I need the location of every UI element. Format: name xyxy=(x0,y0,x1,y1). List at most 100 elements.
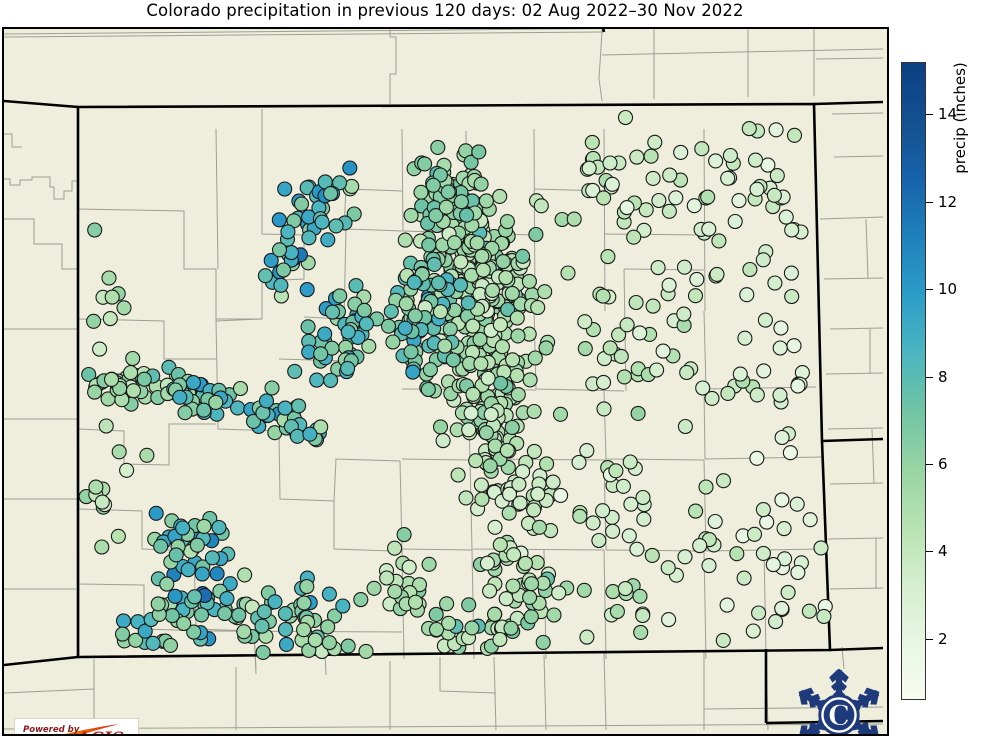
station-marker[interactable] xyxy=(103,371,120,387)
station-marker[interactable] xyxy=(407,594,424,610)
station-marker[interactable] xyxy=(503,620,519,636)
station-marker[interactable] xyxy=(813,540,829,556)
station-marker[interactable] xyxy=(531,519,547,535)
colorbar[interactable] xyxy=(901,62,926,700)
station-marker[interactable] xyxy=(581,160,597,176)
station-marker[interactable] xyxy=(401,559,417,575)
station-marker[interactable] xyxy=(168,547,184,563)
station-marker[interactable] xyxy=(430,139,446,155)
station-marker[interactable] xyxy=(472,331,488,347)
station-marker[interactable] xyxy=(755,502,771,518)
station-marker[interactable] xyxy=(209,566,225,582)
station-marker[interactable] xyxy=(461,597,477,613)
station-marker[interactable] xyxy=(313,346,329,362)
station-marker[interactable] xyxy=(608,463,624,479)
station-marker[interactable] xyxy=(237,567,253,583)
station-marker[interactable] xyxy=(460,295,476,311)
station-marker[interactable] xyxy=(230,400,246,416)
station-marker[interactable] xyxy=(267,594,283,610)
station-marker[interactable] xyxy=(643,148,659,164)
station-marker[interactable] xyxy=(441,615,457,631)
station-marker[interactable] xyxy=(387,583,403,600)
station-marker[interactable] xyxy=(406,274,422,290)
station-marker[interactable] xyxy=(538,340,554,356)
station-marker[interactable] xyxy=(186,589,203,605)
station-marker[interactable] xyxy=(617,581,633,597)
station-marker[interactable] xyxy=(784,222,800,238)
station-marker[interactable] xyxy=(232,380,249,397)
station-marker[interactable] xyxy=(661,612,677,628)
station-marker[interactable] xyxy=(715,632,731,648)
station-marker[interactable] xyxy=(328,218,344,234)
station-marker[interactable] xyxy=(731,193,747,209)
station-marker[interactable] xyxy=(87,384,103,400)
station-marker[interactable] xyxy=(602,155,618,171)
station-marker[interactable] xyxy=(159,576,175,592)
station-marker[interactable] xyxy=(296,622,312,638)
station-marker[interactable] xyxy=(398,296,414,312)
station-marker[interactable] xyxy=(782,445,798,461)
station-marker[interactable] xyxy=(317,326,333,342)
station-marker[interactable] xyxy=(521,273,537,289)
station-marker[interactable] xyxy=(397,320,413,336)
station-marker[interactable] xyxy=(677,418,693,435)
station-marker[interactable] xyxy=(756,363,772,379)
station-marker[interactable] xyxy=(528,226,544,243)
station-marker[interactable] xyxy=(277,621,294,638)
station-marker[interactable] xyxy=(346,206,362,222)
station-marker[interactable] xyxy=(644,547,660,563)
station-marker[interactable] xyxy=(749,181,765,197)
station-marker[interactable] xyxy=(545,474,561,490)
station-marker[interactable] xyxy=(689,271,705,287)
station-marker[interactable] xyxy=(172,389,188,405)
station-marker[interactable] xyxy=(403,207,419,223)
station-marker[interactable] xyxy=(167,588,183,604)
station-marker[interactable] xyxy=(469,235,485,251)
station-marker[interactable] xyxy=(150,596,166,612)
station-marker[interactable] xyxy=(482,583,498,599)
station-marker[interactable] xyxy=(572,508,588,524)
station-marker[interactable] xyxy=(110,528,126,544)
station-marker[interactable] xyxy=(301,230,317,246)
station-marker[interactable] xyxy=(745,623,761,639)
station-marker[interactable] xyxy=(211,519,227,536)
station-marker[interactable] xyxy=(790,564,806,581)
station-marker[interactable] xyxy=(768,122,784,138)
station-marker[interactable] xyxy=(356,302,372,318)
station-marker[interactable] xyxy=(411,577,428,593)
station-marker[interactable] xyxy=(277,400,293,416)
station-marker[interactable] xyxy=(802,512,818,528)
station-marker[interactable] xyxy=(755,252,771,268)
station-marker[interactable] xyxy=(450,467,466,483)
station-marker[interactable] xyxy=(413,184,429,200)
station-marker[interactable] xyxy=(87,222,103,238)
station-marker[interactable] xyxy=(396,527,412,543)
station-marker[interactable] xyxy=(708,153,724,169)
station-marker[interactable] xyxy=(185,375,201,391)
station-marker[interactable] xyxy=(515,464,531,480)
station-marker[interactable] xyxy=(751,605,767,621)
station-marker[interactable] xyxy=(474,491,490,507)
station-marker[interactable] xyxy=(774,492,790,508)
station-marker[interactable] xyxy=(425,177,441,193)
station-marker[interactable] xyxy=(473,176,489,192)
station-marker[interactable] xyxy=(517,555,533,571)
station-marker[interactable] xyxy=(650,260,666,276)
station-marker[interactable] xyxy=(484,282,501,298)
station-marker[interactable] xyxy=(193,607,210,623)
station-marker[interactable] xyxy=(778,209,794,225)
station-marker[interactable] xyxy=(487,606,503,622)
station-marker[interactable] xyxy=(94,494,110,510)
station-marker[interactable] xyxy=(440,184,456,200)
station-marker[interactable] xyxy=(688,503,704,519)
station-marker[interactable] xyxy=(766,187,782,203)
station-marker[interactable] xyxy=(584,134,600,150)
station-marker[interactable] xyxy=(636,222,652,238)
station-marker[interactable] xyxy=(445,352,461,368)
station-marker[interactable] xyxy=(596,401,612,417)
station-marker[interactable] xyxy=(741,121,757,137)
station-marker[interactable] xyxy=(421,237,437,253)
station-marker[interactable] xyxy=(687,288,704,304)
station-marker[interactable] xyxy=(720,170,736,186)
station-marker[interactable] xyxy=(522,372,538,388)
